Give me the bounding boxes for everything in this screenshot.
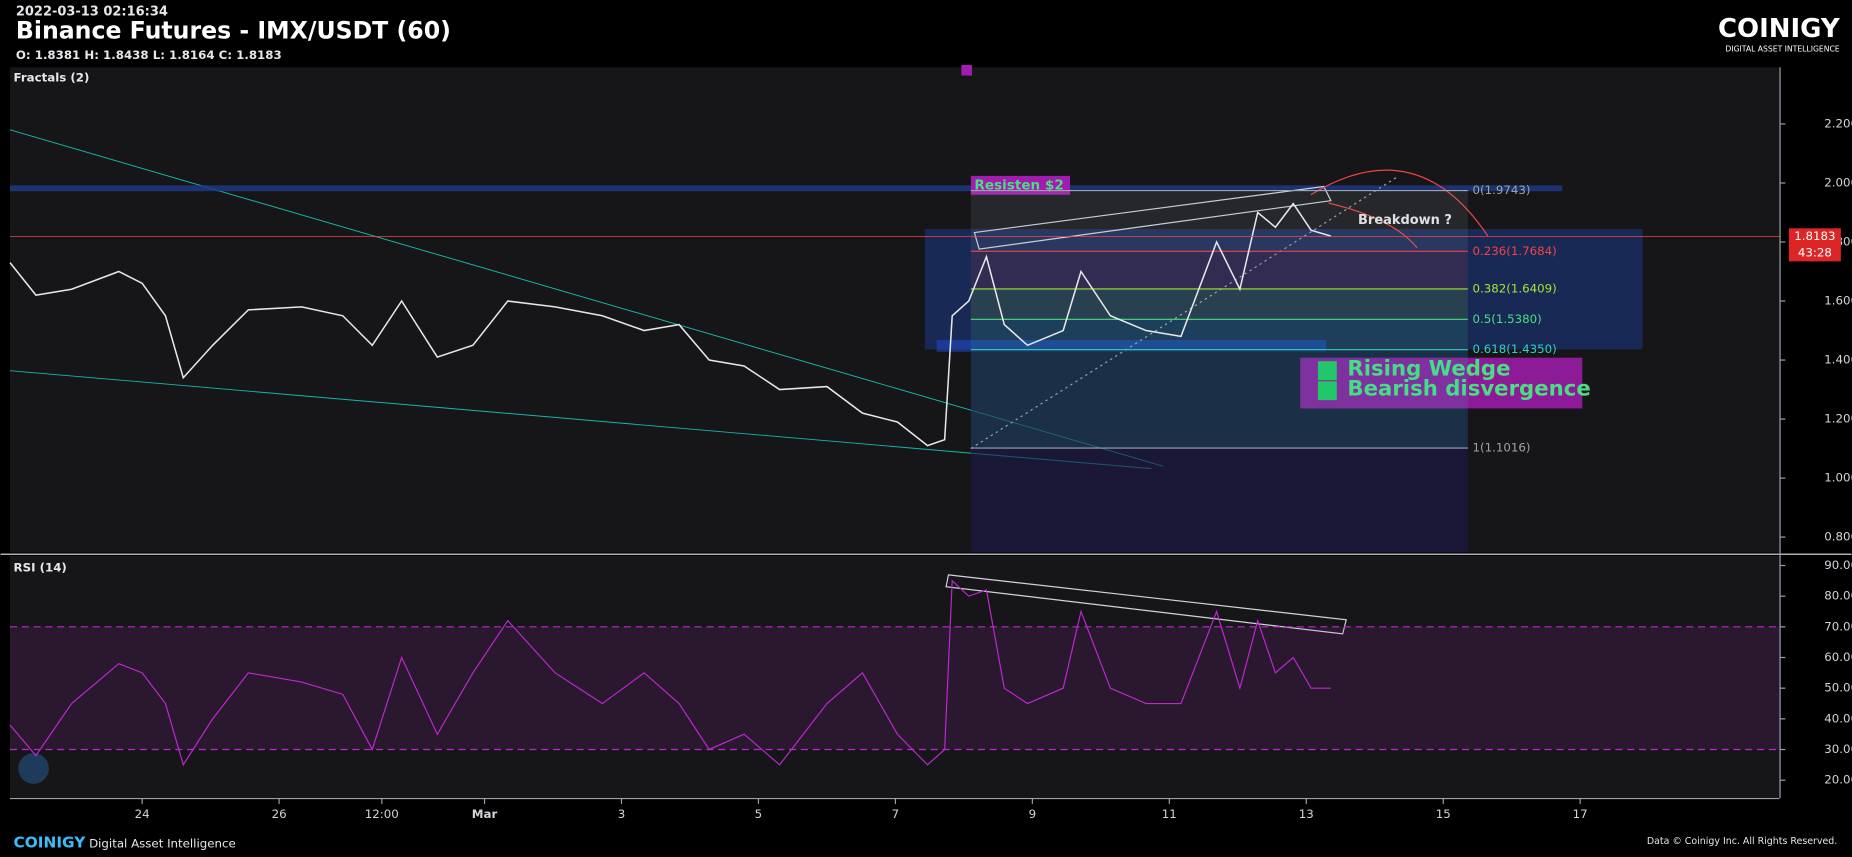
trend-line [9,370,1152,470]
x-tick-label: 3 [618,807,626,821]
fib-diagonal [970,176,1398,450]
y-tick-label: 2.0000 [1824,175,1852,189]
y-tick-label: 0.8000 [1824,530,1852,544]
resistance-zone [9,185,1563,192]
price-line [9,202,1332,447]
brand-tagline: DIGITAL ASSET INTELLIGENCE [1725,45,1839,54]
last-price-bg [1788,228,1841,262]
y-tick-label: 1.4000 [1824,353,1852,367]
fib-zone [970,251,1468,289]
last-price: 1.8183 [1794,229,1835,243]
checkbox [1317,381,1337,401]
annotation: Resisten $2 [974,177,1063,193]
title: Binance Futures - IMX/USDT (60) [16,16,451,44]
footer-brand: COINIGY [14,833,87,851]
y-tick-label: 1.0000 [1824,471,1852,485]
y-tick-label: 60.0000 [1824,650,1852,664]
wedge [973,185,1332,250]
fib-zone [970,288,1468,320]
copyright: Data © Coinigy Inc. All Rights Reserved. [1647,836,1837,847]
fib-label: 0.618(1.4350) [1473,342,1557,356]
y-tick-label: 1.2000 [1824,412,1852,426]
y-tick-label: 50.0000 [1824,681,1852,695]
panel-title: Fractals (2) [14,70,90,84]
fib-label: 0.5(1.5380) [1473,312,1542,326]
y-tick-label: 2.2000 [1824,116,1852,130]
y-tick-label: 80.0000 [1824,589,1852,603]
fib-label: 0.382(1.6409) [1473,281,1557,295]
fib-zone [970,319,1468,350]
x-tick-label: 15 [1436,807,1451,821]
rsi-band-fill [9,626,1780,750]
panel-title: RSI (14) [14,560,67,574]
annotation: Bearish disvergence [1347,377,1590,402]
y-tick-label: 20.0000 [1824,773,1852,787]
fib-label: 0(1.9743) [1473,183,1531,197]
label-bg [1300,357,1583,409]
brand-logo: COINIGY [1718,14,1841,44]
footer-tagline: Digital Asset Intelligence [89,837,236,851]
checkbox [1317,361,1337,381]
fib-label: 0.236(1.7684) [1473,244,1557,258]
timestamp: 2022-03-13 02:16:34 [16,4,168,19]
y-tick-label: 30.0000 [1824,742,1852,756]
arrow [1328,202,1418,249]
x-tick-label: 9 [1029,807,1037,821]
x-tick-label: 26 [272,807,287,821]
rsi-line [9,579,1331,767]
ohlc: O: 1.8381 H: 1.8438 L: 1.8164 C: 1.8183 [16,48,282,62]
marker [961,64,973,76]
logo-icon [18,753,49,784]
y-tick-label: 70.0000 [1824,619,1852,633]
y-tick-label: 40.0000 [1824,711,1852,725]
x-tick-label: 5 [755,807,763,821]
rsi-panel [9,555,1780,798]
annotation: Rising Wedge [1347,356,1510,381]
arrow [1310,169,1489,237]
fib-zone [970,190,1468,252]
x-tick-label: 24 [135,807,150,821]
drawings [9,64,1643,784]
fib-zone [970,349,1468,449]
x-tick-label: Mar [472,807,498,821]
annotation: Breakdown ? [1358,213,1452,228]
countdown: 43:28 [1798,246,1832,260]
y-tick-label: 90.0000 [1824,558,1852,572]
x-tick-label: 12:00 [365,807,399,821]
x-tick-label: 7 [892,807,900,821]
y-tick-label: 1.6000 [1824,294,1852,308]
x-tick-label: 11 [1162,807,1177,821]
rsi-wedge [945,574,1347,635]
x-tick-label: 13 [1299,807,1314,821]
fib-label: 1(1.1016) [1473,441,1531,455]
x-tick-label: 17 [1573,807,1588,821]
